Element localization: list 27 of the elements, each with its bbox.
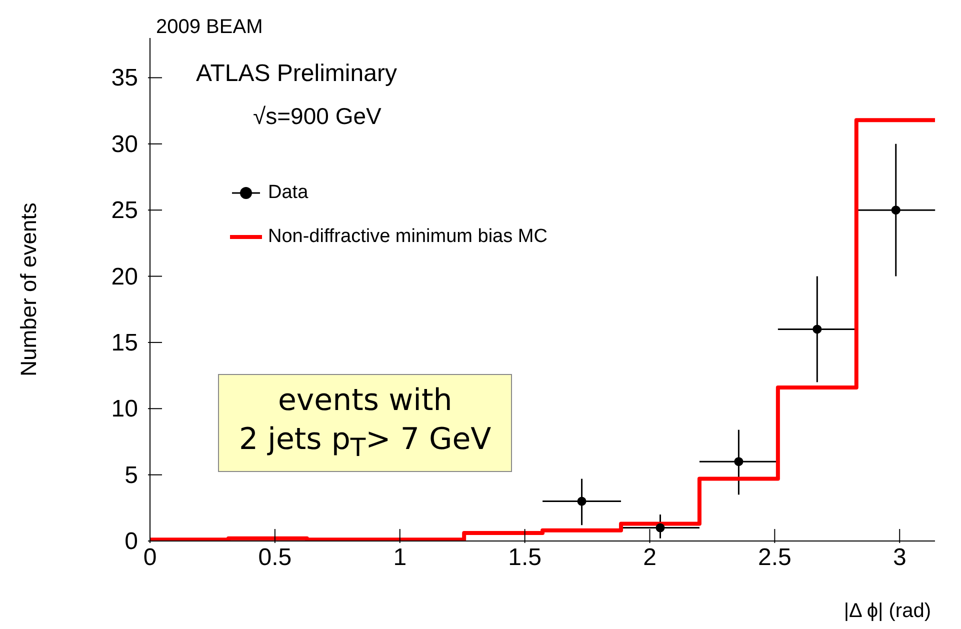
x-tick-label: 0 [143, 544, 157, 571]
x-tick-label: 1 [393, 544, 407, 571]
x-tick-label: 2.5 [758, 544, 792, 571]
y-tick-label: 25 [111, 197, 138, 224]
x-axis-title: |Δ ϕ| (rad) [844, 600, 931, 622]
y-tick-label: 10 [111, 396, 138, 423]
point [656, 523, 665, 532]
y-tick-label: 15 [111, 329, 138, 356]
x-tick-label: 2 [643, 544, 656, 571]
point [577, 496, 586, 506]
legend-label: Data [268, 182, 308, 204]
point [734, 457, 744, 466]
y-tick-label: 35 [111, 64, 138, 92]
x-tick-label: 3 [892, 544, 906, 571]
y-tick-label: 20 [111, 263, 138, 290]
y-tick-label: 5 [124, 462, 138, 489]
y-tick-label: 30 [111, 130, 138, 158]
annotation: √s=900 GeV [253, 102, 382, 131]
annotation: events with 2 jets p$_{T}$> 7 GeV [218, 374, 512, 472]
x-tick-label: 0.5 [258, 544, 292, 571]
x-tick-label: 1.5 [508, 544, 542, 571]
legend-label: Non-diffractive minimum bias MC [268, 226, 548, 248]
text: 2009 BEAM [156, 15, 263, 40]
annotation: ATLAS Preliminary [196, 59, 397, 89]
y-axis-title: Number of events [16, 202, 41, 376]
point [891, 206, 900, 215]
point [812, 324, 822, 334]
